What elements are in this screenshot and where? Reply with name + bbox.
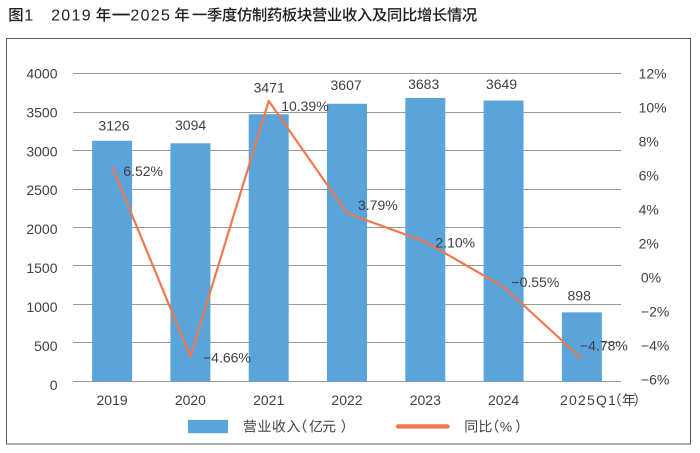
svg-text:3094: 3094 [175,117,206,133]
svg-text:3683: 3683 [408,76,439,92]
svg-text:2%: 2% [639,236,659,252]
svg-text:6%: 6% [639,168,659,184]
svg-text:898: 898 [568,287,592,303]
svg-text:2020: 2020 [175,392,206,408]
svg-text:−4.78%: −4.78% [580,338,628,354]
svg-text:−2%: −2% [641,304,669,320]
svg-text:2025: 2025 [130,7,171,24]
svg-text:2022: 2022 [331,392,362,408]
svg-text:10%: 10% [639,100,667,116]
svg-text:−4.66%: −4.66% [203,350,251,366]
svg-text:3500: 3500 [26,104,57,120]
svg-text:1: 1 [24,7,33,24]
svg-text:3.79%: 3.79% [358,197,398,213]
svg-text:2024: 2024 [488,392,519,408]
svg-text:0%: 0% [641,270,661,286]
svg-text:0: 0 [50,377,58,393]
svg-text:2.10%: 2.10% [435,234,475,250]
svg-text:3607: 3607 [331,77,362,93]
svg-text:1000: 1000 [26,299,57,315]
svg-text:2000: 2000 [26,221,57,237]
svg-text:−6%: −6% [641,372,669,388]
svg-text:500: 500 [34,338,58,354]
svg-text:2025Q1: 2025Q1 [560,392,617,408]
svg-text:10.39%: 10.39% [281,98,328,114]
svg-text:4000: 4000 [26,65,57,81]
svg-text:3649: 3649 [486,76,517,92]
svg-text:12%: 12% [639,66,667,82]
svg-text:8%: 8% [639,134,659,150]
svg-text:1500: 1500 [26,260,57,276]
svg-text:4%: 4% [639,202,659,218]
svg-text:3471: 3471 [254,80,285,96]
svg-text:%: % [500,418,512,434]
svg-text:3000: 3000 [26,143,57,159]
svg-text:2023: 2023 [410,392,441,408]
svg-text:6.52%: 6.52% [123,163,163,179]
svg-text:−0.55%: −0.55% [511,274,559,290]
svg-text:2021: 2021 [253,392,284,408]
svg-text:−4%: −4% [641,338,669,354]
svg-text:2500: 2500 [26,182,57,198]
svg-text:3126: 3126 [98,117,129,133]
svg-text:2019: 2019 [97,392,128,408]
svg-text:2019: 2019 [51,7,92,24]
